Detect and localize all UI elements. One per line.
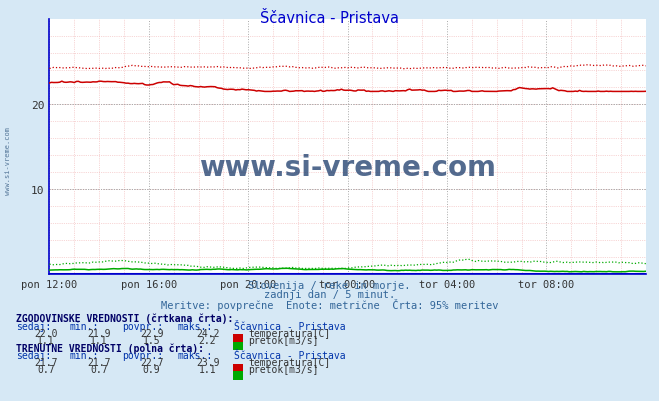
Text: Ščavnica - Pristava: Ščavnica - Pristava bbox=[234, 321, 345, 331]
Text: 21.7: 21.7 bbox=[87, 357, 111, 367]
Text: 2.2: 2.2 bbox=[199, 335, 216, 345]
Text: Meritve: povprečne  Enote: metrične  Črta: 95% meritev: Meritve: povprečne Enote: metrične Črta:… bbox=[161, 298, 498, 310]
Text: maks.:: maks.: bbox=[178, 350, 213, 360]
Text: zadnji dan / 5 minut.: zadnji dan / 5 minut. bbox=[264, 289, 395, 299]
Text: TRENUTNE VREDNOSTI (polna črta):: TRENUTNE VREDNOSTI (polna črta): bbox=[16, 342, 204, 353]
Text: 0.9: 0.9 bbox=[143, 365, 160, 375]
Text: 24.2: 24.2 bbox=[196, 328, 219, 338]
Text: 21.7: 21.7 bbox=[34, 357, 58, 367]
Text: 21.9: 21.9 bbox=[87, 328, 111, 338]
Text: sedaj:: sedaj: bbox=[16, 350, 51, 360]
Text: ZGODOVINSKE VREDNOSTI (črtkana črta):: ZGODOVINSKE VREDNOSTI (črtkana črta): bbox=[16, 313, 234, 323]
Text: temperatura[C]: temperatura[C] bbox=[248, 328, 331, 338]
Text: Ščavnica - Pristava: Ščavnica - Pristava bbox=[234, 350, 345, 360]
Text: 22.0: 22.0 bbox=[34, 328, 58, 338]
Text: maks.:: maks.: bbox=[178, 321, 213, 331]
Text: pretok[m3/s]: pretok[m3/s] bbox=[248, 365, 319, 375]
Text: 23.9: 23.9 bbox=[196, 357, 219, 367]
Text: www.si-vreme.com: www.si-vreme.com bbox=[199, 154, 496, 182]
Text: 1.1: 1.1 bbox=[38, 335, 55, 345]
Text: 1.1: 1.1 bbox=[199, 365, 216, 375]
Text: 0.7: 0.7 bbox=[38, 365, 55, 375]
Text: 0.7: 0.7 bbox=[90, 365, 107, 375]
Text: povpr.:: povpr.: bbox=[122, 350, 163, 360]
Text: 1.1: 1.1 bbox=[90, 335, 107, 345]
Text: 22.9: 22.9 bbox=[140, 328, 163, 338]
Text: min.:: min.: bbox=[69, 321, 99, 331]
Text: Slovenija / reke in morje.: Slovenija / reke in morje. bbox=[248, 280, 411, 290]
Text: Ščavnica - Pristava: Ščavnica - Pristava bbox=[260, 11, 399, 26]
Text: pretok[m3/s]: pretok[m3/s] bbox=[248, 335, 319, 345]
Text: min.:: min.: bbox=[69, 350, 99, 360]
Text: 1.5: 1.5 bbox=[143, 335, 160, 345]
Text: temperatura[C]: temperatura[C] bbox=[248, 357, 331, 367]
Text: povpr.:: povpr.: bbox=[122, 321, 163, 331]
Text: www.si-vreme.com: www.si-vreme.com bbox=[5, 126, 11, 194]
Text: 22.7: 22.7 bbox=[140, 357, 163, 367]
Text: sedaj:: sedaj: bbox=[16, 321, 51, 331]
